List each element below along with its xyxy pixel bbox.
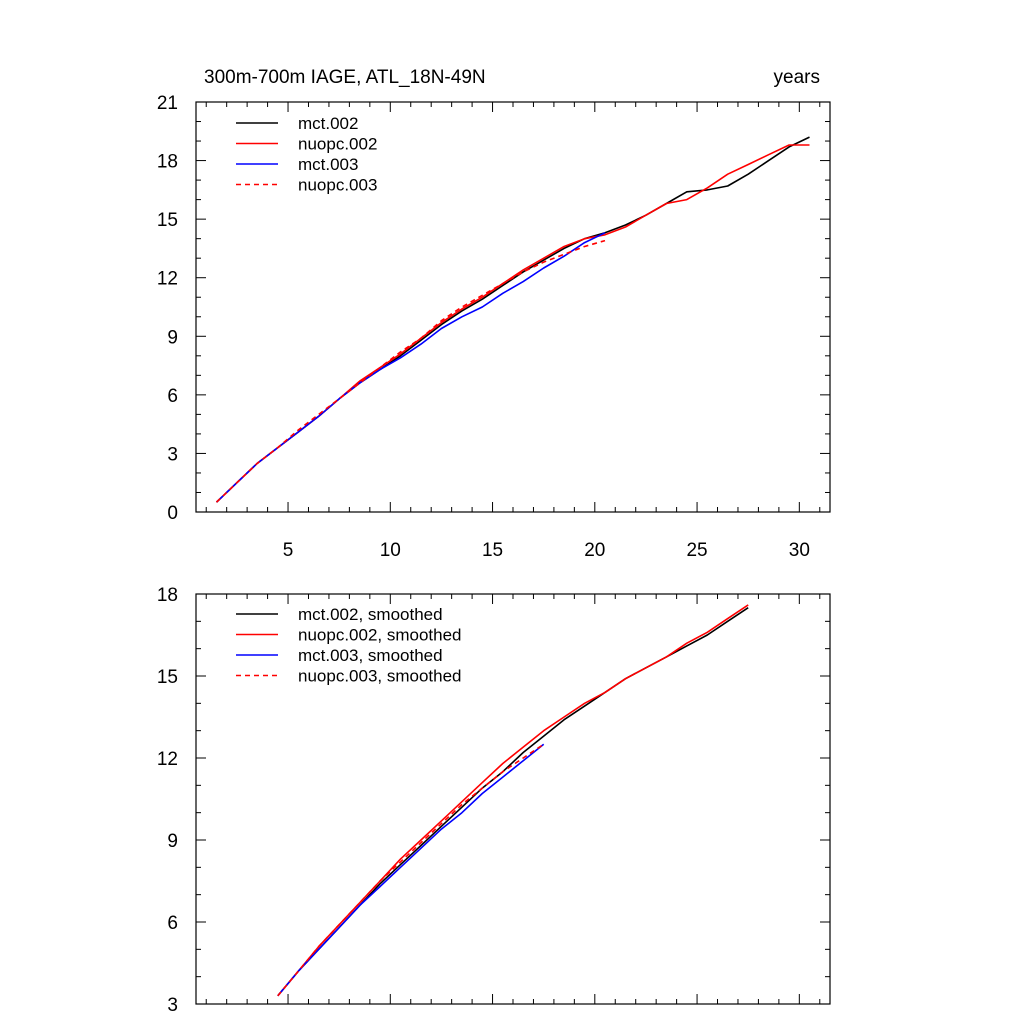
plot-frame [195, 593, 831, 1005]
y-tick-label: 3 [167, 444, 178, 465]
y-tick-label: 18 [157, 585, 178, 606]
x-tick-label: 10 [380, 540, 401, 561]
x-tick-label: 15 [482, 540, 503, 561]
x-tick-label: 25 [686, 540, 707, 561]
legend-label: nuopc.002 [298, 135, 377, 154]
y-tick-label: 15 [157, 210, 178, 231]
legend-label: mct.002, smoothed [298, 605, 443, 624]
legend-label: mct.003 [298, 155, 358, 174]
legend-label: mct.003, smoothed [298, 646, 443, 665]
series-line-nuopc-002 [215, 144, 810, 503]
series-line-nuopc-003 [215, 239, 606, 503]
chart-title: 300m-700m IAGE, ATL_18N-49N [204, 67, 486, 88]
x-tick-label: 30 [789, 540, 810, 561]
legend-label: nuopc.003 [298, 176, 377, 195]
y-tick-label: 6 [167, 913, 178, 934]
y-tick-label: 12 [157, 749, 178, 770]
y-tick-label: 12 [157, 269, 178, 290]
legend-label: mct.002 [298, 114, 358, 133]
y-tick-label: 3 [167, 995, 178, 1016]
y-tick-label: 9 [167, 831, 178, 852]
y-tick-label: 6 [167, 386, 178, 407]
x-tick-label: 20 [584, 540, 605, 561]
y-tick-label: 0 [167, 503, 178, 524]
units-label: years [774, 67, 820, 88]
plot-frame [195, 101, 831, 513]
y-tick-label: 9 [167, 327, 178, 348]
series-line-nuopc-003-smoothed [277, 743, 545, 997]
series-line-mct-003 [215, 232, 606, 503]
bottom-chart-panel: 3 6 9 12 15 18 mct.002, smoothed nuopc.002, smo… [157, 585, 831, 1016]
y-tick-label: 18 [157, 152, 178, 173]
series-line-mct-003-smoothed [277, 743, 545, 997]
y-tick-label: 15 [157, 667, 178, 688]
top-chart-panel: 0 3 6 9 12 15 18 21 5 10 15 20 25 30 300m-700m IAGE, A… [157, 67, 831, 561]
legend-label: nuopc.002, smoothed [298, 626, 462, 645]
x-tick-label: 5 [283, 540, 294, 561]
y-tick-label: 21 [157, 93, 178, 114]
legend-label: nuopc.003, smoothed [298, 667, 462, 686]
